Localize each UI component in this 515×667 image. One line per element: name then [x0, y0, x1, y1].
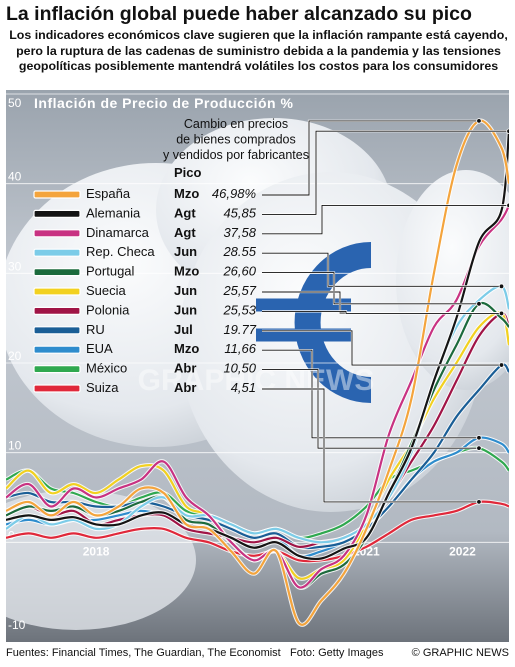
legend-peak-value-espa-a: 46,98% [212, 186, 256, 201]
legend-peak-value-eua: 11,66 [224, 341, 256, 356]
footer: Fuentes: Financial Times, The Guardian, … [6, 647, 509, 665]
legend-label-dinamarca: Dinamarca [86, 225, 150, 240]
leader-line-dinamarca [262, 204, 509, 235]
x-axis: 2018 2021 2022 [83, 544, 476, 558]
legend-peak-month-rep-checa: Jun [174, 244, 197, 259]
legend-label-rep-checa: Rep. Checa [86, 244, 155, 259]
leader-line-espa-a [262, 120, 479, 196]
peak-marker-alemania [506, 128, 512, 134]
legend-peak-month-alemania: Agt [174, 205, 196, 220]
chart-grid [6, 93, 509, 543]
legend-peak-value-rep-checa: 28.55 [222, 244, 256, 259]
y-tick-label: 20 [8, 349, 22, 363]
legend-peak-month-eua: Mzo [174, 341, 199, 356]
legend-label-eua: EUA [86, 341, 113, 356]
photo-watermark: GRAPHIC NEWS [138, 364, 375, 397]
series-line-espa-a [5, 119, 511, 626]
legend-swatch-dinamarca [33, 229, 81, 238]
photo-credit: Foto: Getty Images [290, 647, 384, 659]
legend-swatch-suiza [33, 384, 81, 393]
legend-peak-value-polonia: 25,53 [222, 302, 256, 317]
legend-peak-month-portugal: Mzo [174, 264, 199, 279]
peak-marker-suiza [476, 499, 482, 505]
peak-marker-portugal [476, 301, 482, 307]
series-lines [4, 118, 512, 627]
x-tick-label: 2022 [449, 544, 476, 558]
euro-sign-icon [256, 242, 372, 403]
legend-peak-month-suecia: Jun [174, 283, 197, 298]
legend-peak-month-m-xico: Abr [174, 361, 196, 376]
legend-swatch-portugal [33, 268, 81, 277]
legend-label-m-xico: México [86, 361, 127, 376]
y-tick-label: 30 [8, 259, 22, 273]
legend-peak-month-dinamarca: Agt [174, 225, 196, 240]
leader-line-ru [262, 330, 502, 366]
legend-peak-value-dinamarca: 37,58 [223, 225, 256, 240]
legend-heading-line: Cambio en precios [184, 117, 288, 131]
legend-swatch-alemania [33, 209, 81, 219]
legend-swatch-m-xico [33, 365, 81, 374]
legend-peak-month-espa-a: Mzo [174, 186, 199, 201]
leader-line-suiza [262, 388, 479, 503]
series-line-alemania [5, 131, 511, 561]
leader-line-eua [262, 349, 479, 439]
peak-marker-espa-a [476, 118, 482, 124]
leader-line-alemania [262, 130, 509, 215]
copyright: © GRAPHIC NEWS [411, 647, 509, 659]
legend-peak-value-suecia: 25,57 [222, 283, 256, 298]
legend-swatch-rep-checa [33, 248, 81, 257]
legend-peak-month-ru: Jul [174, 322, 193, 337]
peak-marker-eua [476, 435, 482, 441]
legend-swatch-eua [33, 345, 81, 354]
leader-line-portugal [262, 272, 479, 305]
legend-peak-month-suiza: Abr [174, 380, 196, 395]
balloon [396, 170, 515, 390]
peak-marker-rep-checa [498, 283, 505, 290]
legend-label-suiza: Suiza [86, 380, 119, 395]
y-tick-label: 40 [8, 170, 22, 184]
page-subtitle: Los indicadores económicos clave sugiere… [9, 28, 508, 74]
legend-swatch-espa-a [33, 190, 81, 199]
legend-swatch-ru [33, 326, 81, 335]
legend-label-alemania: Alemania [86, 205, 141, 220]
legend-label-espa-a: España [86, 186, 131, 201]
legend-peak-value-portugal: 26,60 [222, 264, 256, 279]
peak-marker-dinamarca [506, 202, 512, 209]
legend-peak-month-polonia: Jun [174, 302, 197, 317]
chart-title: Inflación de Precio de Producción % [34, 95, 293, 111]
sources-text: Fuentes: Financial Times, The Guardian, … [6, 647, 281, 659]
peak-marker-m-xico [476, 445, 482, 451]
page-title: La inflación global puede haber alcanzad… [6, 3, 472, 25]
legend-label-suecia: Suecia [86, 283, 127, 298]
legend: Cambio en precios de bienes comprados y ve… [33, 117, 309, 395]
y-tick-label: 50 [8, 96, 22, 110]
legend-peak-value-ru: 19.77 [223, 322, 256, 337]
leader-line-polonia [262, 310, 502, 314]
legend-peak-value-m-xico: 10,50 [223, 361, 256, 376]
leader-line-m-xico [262, 369, 479, 449]
peak-heading: Pico [174, 165, 202, 180]
legend-peak-value-alemania: 45,85 [223, 205, 256, 220]
legend-label-ru: RU [86, 322, 105, 337]
legend-heading-line: de bienes comprados [176, 133, 296, 147]
leader-line-rep-checa [262, 252, 502, 287]
legend-label-portugal: Portugal [86, 264, 135, 279]
legend-swatch-suecia [33, 287, 81, 296]
legend-peak-value-suiza: 4,51 [231, 380, 256, 395]
y-tick-label: -10 [8, 618, 26, 632]
x-tick-label: 2018 [83, 544, 110, 558]
peak-marker-ru [498, 362, 505, 368]
chart-panel: GRAPHIC NEWS -10 0 10 20 30 40 50 2018 2021 2022… [0, 90, 515, 642]
legend-swatch-polonia [33, 306, 81, 315]
peak-marker-polonia [498, 310, 505, 317]
y-tick-label: 10 [8, 439, 22, 453]
legend-heading-line: y vendidos por fabricantes [163, 148, 309, 162]
peak-leaders [262, 118, 512, 505]
series-line-ru [5, 363, 510, 550]
legend-heading: Cambio en precios de bienes comprados y ve… [163, 117, 309, 162]
legend-label-polonia: Polonia [86, 302, 130, 317]
